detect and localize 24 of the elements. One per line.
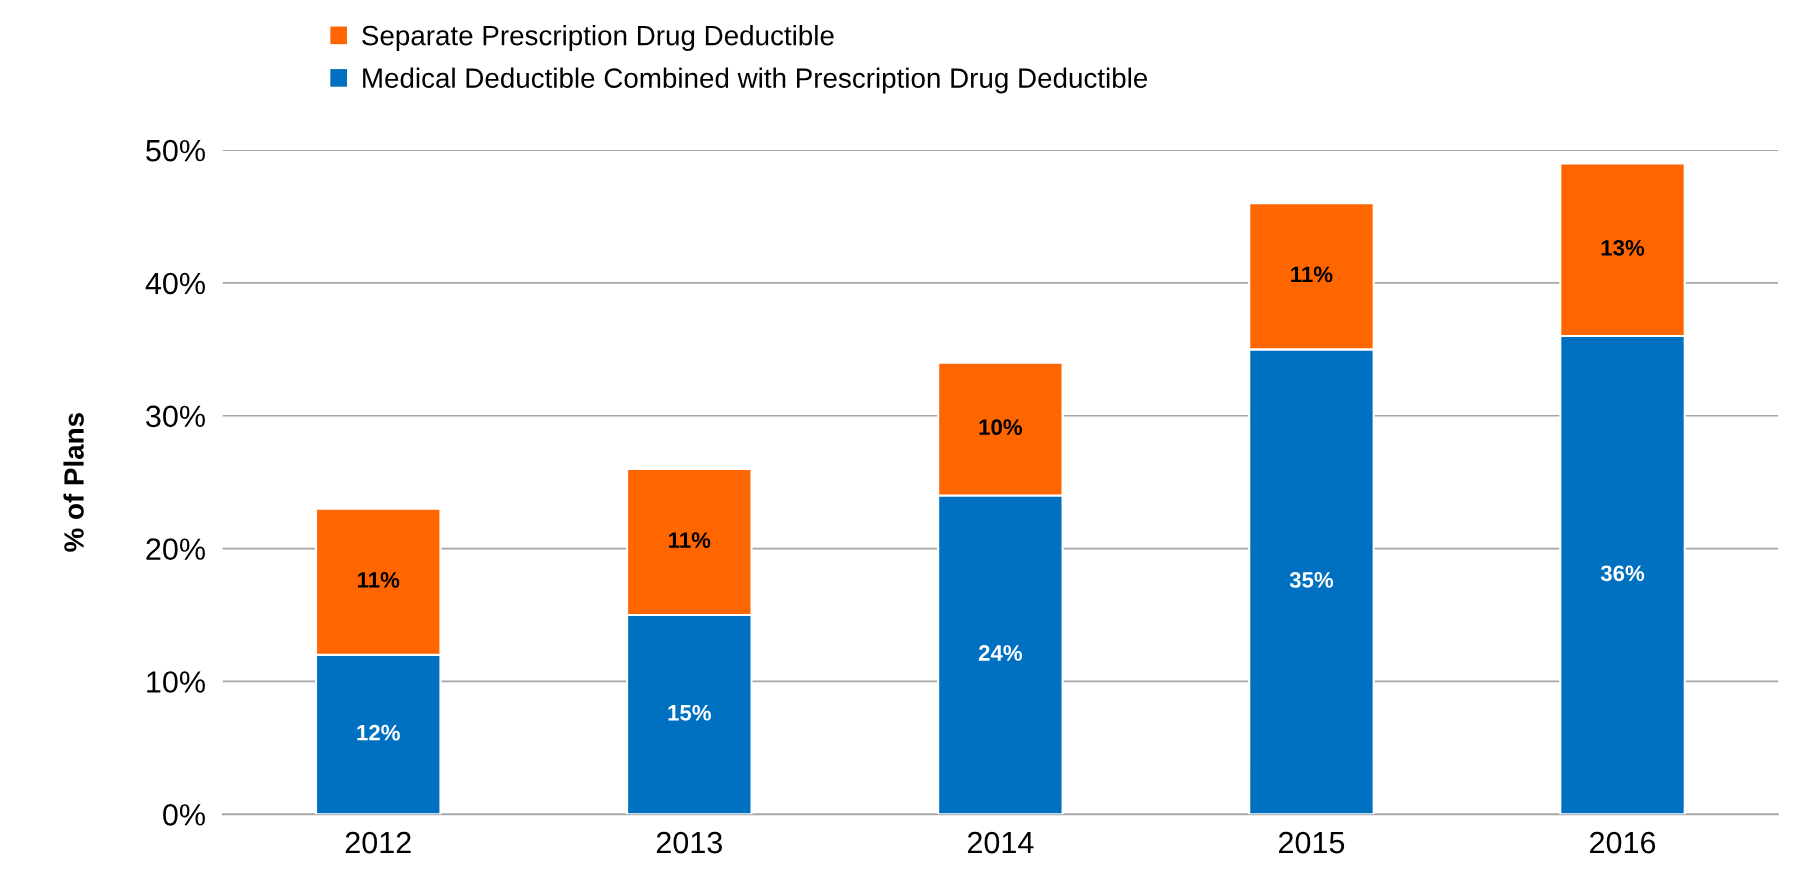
y-tick-label: 0%	[163, 804, 205, 826]
data-label: 13%	[1601, 239, 1645, 256]
x-tick-label: 2014	[967, 831, 1034, 854]
x-tick-label: 2015	[1278, 831, 1345, 854]
data-label: 35%	[1289, 572, 1334, 588]
data-label: 10%	[979, 419, 1023, 436]
x-tick-label: 2016	[1590, 831, 1656, 854]
data-label: 11%	[669, 532, 711, 548]
data-label: 24%	[978, 645, 1023, 661]
y-tick-label: 40%	[145, 272, 205, 295]
legend-label: Separate Prescription Drug Deductible	[362, 25, 834, 51]
y-tick-label: 10%	[147, 671, 205, 693]
data-label: 11%	[358, 572, 400, 588]
legend-label: Medical Deductible Combined with Prescription Drug Deductible	[363, 67, 1148, 94]
y-axis-title: % of Plans	[63, 413, 84, 552]
data-label: 36%	[1600, 565, 1645, 582]
y-tick-label: 20%	[146, 538, 205, 560]
data-label: 12%	[357, 724, 400, 741]
x-tick-label: 2013	[656, 831, 722, 854]
data-label: 11%	[1291, 266, 1333, 283]
y-tick-label: 30%	[146, 405, 205, 428]
y-tick-label: 50%	[146, 139, 205, 162]
data-label: 15%	[668, 704, 711, 721]
x-tick-label: 2012	[345, 831, 411, 854]
